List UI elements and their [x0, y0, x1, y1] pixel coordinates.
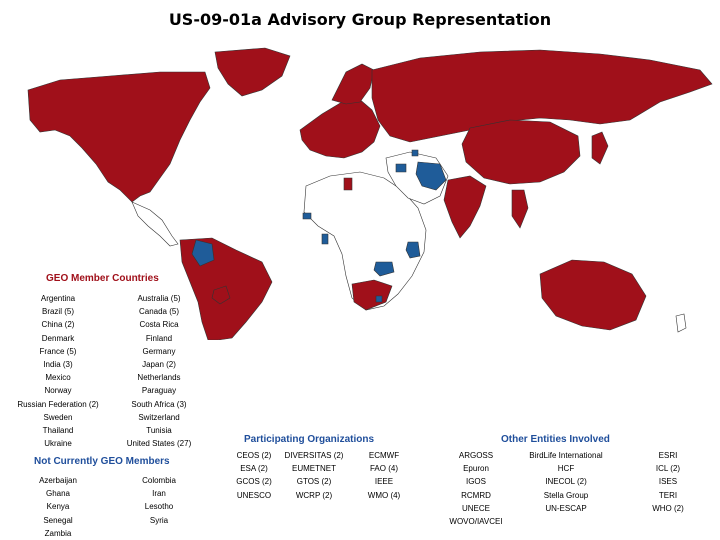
non-member-cell: Zambia	[44, 528, 72, 538]
geo-member-cell: United States (27)	[126, 439, 192, 449]
non-member-cell: Iran	[152, 489, 166, 499]
geo-member-cell: France (5)	[39, 346, 77, 356]
map-region-ghana	[321, 233, 329, 245]
map-region-australia	[539, 259, 647, 331]
map-region-tunisia	[343, 177, 353, 191]
map-region-north-america	[27, 71, 211, 203]
other-entity-cell: INECOL (2)	[545, 477, 587, 487]
participating-org-cell: FAO (4)	[369, 464, 398, 474]
other-entity-cell: UN-ESCAP	[545, 503, 587, 513]
map-region-greenland	[214, 47, 291, 97]
geo-member-cell: Japan (2)	[142, 360, 176, 369]
geo-member-cell: Argentina	[40, 294, 76, 303]
non-member-cell: Senegal	[43, 515, 73, 525]
map-region-azerbaijan	[411, 149, 419, 157]
geo-member-cell: Russian Federation (2)	[17, 399, 99, 409]
other-entity-cell: Stella Group	[543, 490, 589, 500]
other-entity-cell: BirdLife International	[529, 451, 603, 460]
other-entity-cell: WOVO/IAVCEI	[449, 517, 503, 526]
non-members-heading: Not Currently GEO Members	[34, 456, 170, 467]
other-entity-cell: UNECE	[461, 503, 490, 513]
map-region-china	[461, 119, 581, 185]
other-entity-cell: ARGOSS	[458, 451, 494, 460]
page-title: US-09-01a Advisory Group Representation	[168, 10, 552, 29]
geo-member-cell: Norway	[44, 386, 72, 396]
geo-member-cell: Mexico	[45, 373, 71, 383]
geo-member-cell: Canada (5)	[138, 307, 180, 317]
map-region-russia	[371, 49, 713, 143]
participating-org-cell: EUMETNET	[292, 464, 336, 474]
other-entity-cell: ISES	[658, 477, 678, 487]
non-member-cell: Syria	[149, 515, 169, 525]
other-entity-cell: HCF	[557, 464, 575, 474]
geo-member-cell: Costa Rica	[139, 320, 179, 330]
map-region-new-zealand	[675, 313, 687, 333]
participating-org-cell: ECMWF	[368, 451, 400, 460]
participating-org-cell: CEOS (2)	[236, 451, 272, 460]
geo-member-cell: Paraguay	[141, 386, 177, 396]
non-member-cell: Azerbaijan	[39, 476, 77, 485]
non-member-cell: Colombia	[142, 476, 176, 485]
map-region-india	[443, 175, 487, 239]
geo-member-cell: India (3)	[43, 360, 73, 369]
participating-org-cell: WCRP (2)	[295, 490, 333, 500]
map-region-thailand	[511, 189, 529, 229]
map-region-syria	[395, 163, 407, 173]
other-entity-cell: TERI	[658, 490, 678, 500]
geo-member-cell: Thailand	[42, 426, 74, 435]
other-entity-cell: Epuron	[463, 464, 489, 474]
map-region-south-africa	[351, 279, 393, 311]
geo-members-heading: GEO Member Countries	[46, 273, 159, 284]
non-member-cell: Kenya	[46, 502, 70, 512]
participating-heading: Participating Organizations	[244, 434, 375, 445]
geo-member-cell: Sweden	[43, 412, 73, 422]
geo-member-cell: Ukraine	[44, 439, 72, 449]
map-region-lesotho	[375, 295, 383, 303]
participating-org-cell: WMO (4)	[367, 490, 401, 500]
geo-member-cell: Netherlands	[137, 373, 181, 383]
map-region-japan	[591, 131, 609, 165]
geo-member-cell: Australia (5)	[137, 294, 181, 303]
geo-member-cell: Tunisia	[146, 426, 172, 435]
map-region-kenya	[405, 241, 421, 259]
geo-member-cell: South Africa (3)	[131, 399, 187, 409]
non-member-cell: Ghana	[45, 489, 71, 499]
participating-org-cell: GTOS (2)	[296, 477, 332, 487]
geo-member-cell: Germany	[142, 346, 176, 356]
geo-member-cell: Denmark	[41, 333, 75, 343]
other-entity-cell: ICL (2)	[655, 464, 681, 474]
geo-member-cell: Switzerland	[138, 412, 180, 422]
world-map	[27, 47, 713, 340]
other-entities-heading: Other Entities Involved	[501, 434, 610, 445]
participating-org-cell: IEEE	[374, 477, 394, 487]
other-entity-cell: RCMRD	[461, 490, 491, 500]
geo-member-cell: Finland	[145, 333, 173, 343]
participating-org-cell: DIVERSITAS (2)	[284, 451, 344, 460]
other-entity-cell: IGOS	[465, 477, 486, 487]
map-region-scandinavia	[331, 63, 375, 105]
map-region-colombia	[191, 239, 215, 267]
geo-member-cell: Brazil (5)	[41, 307, 74, 317]
other-entity-cell: ESRI	[658, 451, 678, 460]
map-region-iran	[415, 161, 447, 191]
map-region-senegal	[302, 212, 312, 220]
map-region-europe	[299, 97, 381, 159]
map-region-central-america	[131, 201, 179, 247]
map-region-paraguay	[211, 285, 231, 305]
non-member-cell: Lesotho	[144, 502, 174, 512]
participating-org-cell: ESA (2)	[240, 464, 268, 474]
participating-org-cell: UNESCO	[236, 490, 272, 500]
participating-org-cell: GCOS (2)	[236, 477, 272, 487]
geo-member-cell: China (2)	[41, 320, 75, 330]
other-entity-cell: WHO (2)	[652, 503, 684, 513]
map-region-zambia	[373, 261, 395, 277]
map-region-africa	[303, 171, 427, 311]
